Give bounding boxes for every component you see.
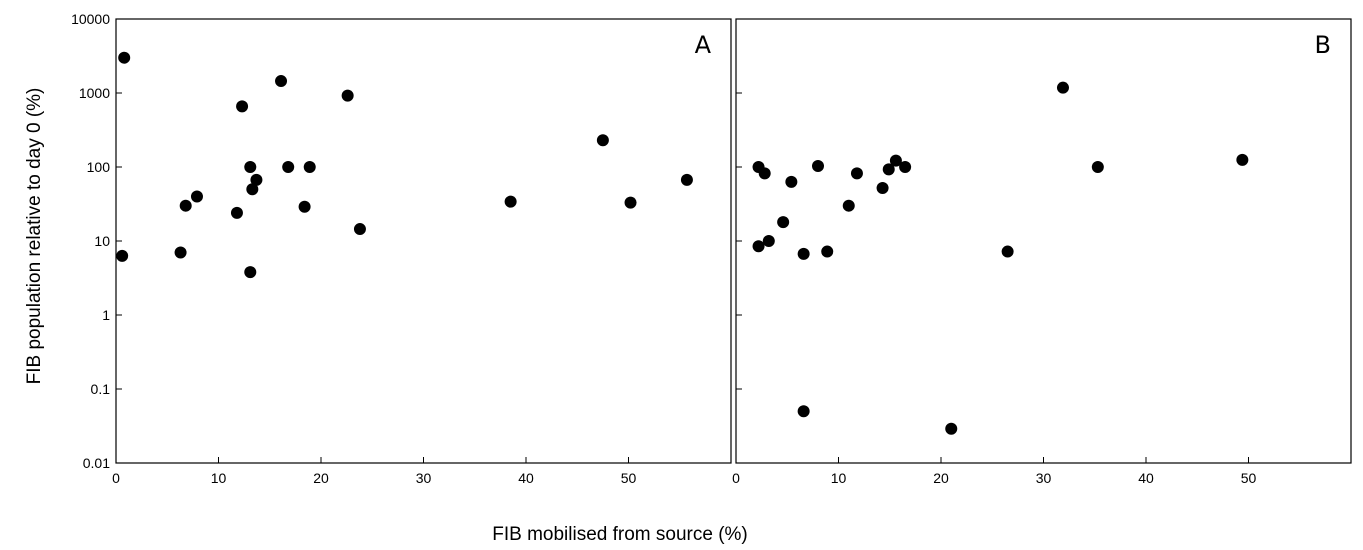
data-point bbox=[596, 134, 609, 147]
data-point bbox=[889, 154, 902, 167]
data-point bbox=[812, 160, 824, 173]
data-point bbox=[244, 161, 257, 173]
data-point bbox=[230, 206, 243, 219]
data-point bbox=[1091, 161, 1104, 173]
data-point bbox=[777, 216, 790, 229]
data-point bbox=[821, 245, 834, 258]
y-tick-label: 0.1 bbox=[91, 381, 111, 397]
x-tick-label: 0 bbox=[732, 470, 740, 486]
data-point bbox=[797, 247, 810, 260]
x-tick-label: 20 bbox=[313, 470, 329, 486]
data-point bbox=[842, 199, 855, 212]
data-point bbox=[797, 405, 810, 418]
y-tick-label: 10 bbox=[94, 233, 110, 249]
x-axis-title: FIB mobilised from source (%) bbox=[492, 524, 748, 545]
panel-a: 0.01 0.1 1 10 100 1000 10000 0 10 20 30 40 50 A bbox=[71, 11, 732, 486]
x-tick-label: 10 bbox=[211, 470, 227, 486]
data-point bbox=[282, 161, 295, 173]
data-point bbox=[752, 240, 765, 253]
data-point bbox=[785, 175, 798, 188]
data-point bbox=[1056, 81, 1069, 94]
panel-frame bbox=[735, 18, 1352, 464]
data-point bbox=[303, 161, 316, 173]
data-point bbox=[275, 75, 288, 88]
data-point bbox=[876, 182, 889, 195]
data-point bbox=[758, 167, 771, 180]
x-tick-label: 30 bbox=[1036, 470, 1052, 486]
data-point bbox=[179, 199, 192, 212]
data-point bbox=[945, 422, 958, 435]
x-tick-label: 50 bbox=[621, 470, 637, 486]
data-point bbox=[244, 266, 257, 279]
x-tick-label: 50 bbox=[1241, 470, 1257, 486]
x-tick-label: 40 bbox=[518, 470, 534, 486]
y-tick-label: 10000 bbox=[71, 11, 110, 27]
data-point bbox=[504, 195, 517, 208]
y-tick-label: 1 bbox=[102, 307, 110, 323]
data-point bbox=[353, 223, 366, 236]
x-tick-label: 20 bbox=[933, 470, 949, 486]
data-point bbox=[1236, 153, 1249, 166]
data-point bbox=[236, 100, 249, 113]
panel-label: A bbox=[695, 31, 712, 59]
data-point bbox=[624, 196, 637, 209]
data-point bbox=[174, 246, 187, 259]
data-point bbox=[298, 200, 311, 213]
y-tick-label: 1000 bbox=[79, 85, 110, 101]
data-point bbox=[250, 173, 263, 186]
x-tick-label: 40 bbox=[1138, 470, 1154, 486]
data-point bbox=[680, 173, 693, 186]
y-tick-label: 100 bbox=[87, 159, 111, 175]
data-point bbox=[190, 190, 203, 203]
panels: 0.01 0.1 1 10 100 1000 10000 0 10 20 30 40 50 A 0 10 20 3… bbox=[71, 11, 1352, 486]
panel-frame bbox=[115, 18, 732, 464]
data-point bbox=[246, 183, 259, 196]
data-point bbox=[118, 51, 131, 64]
data-point bbox=[850, 167, 863, 180]
x-tick-label: 10 bbox=[831, 470, 847, 486]
data-point bbox=[762, 235, 775, 247]
x-tick-label: 30 bbox=[416, 470, 432, 486]
data-point bbox=[116, 249, 129, 262]
data-point bbox=[341, 89, 354, 102]
panel-b: 0 10 20 30 40 50 B bbox=[732, 18, 1352, 486]
y-tick-label: 0.01 bbox=[83, 455, 110, 471]
data-point bbox=[882, 163, 895, 176]
data-point bbox=[1001, 245, 1014, 258]
y-axis-title: FIB population relative to day 0 (%) bbox=[24, 88, 45, 385]
panel-label: B bbox=[1315, 31, 1331, 59]
x-tick-label: 0 bbox=[112, 470, 120, 486]
data-point bbox=[899, 161, 912, 173]
